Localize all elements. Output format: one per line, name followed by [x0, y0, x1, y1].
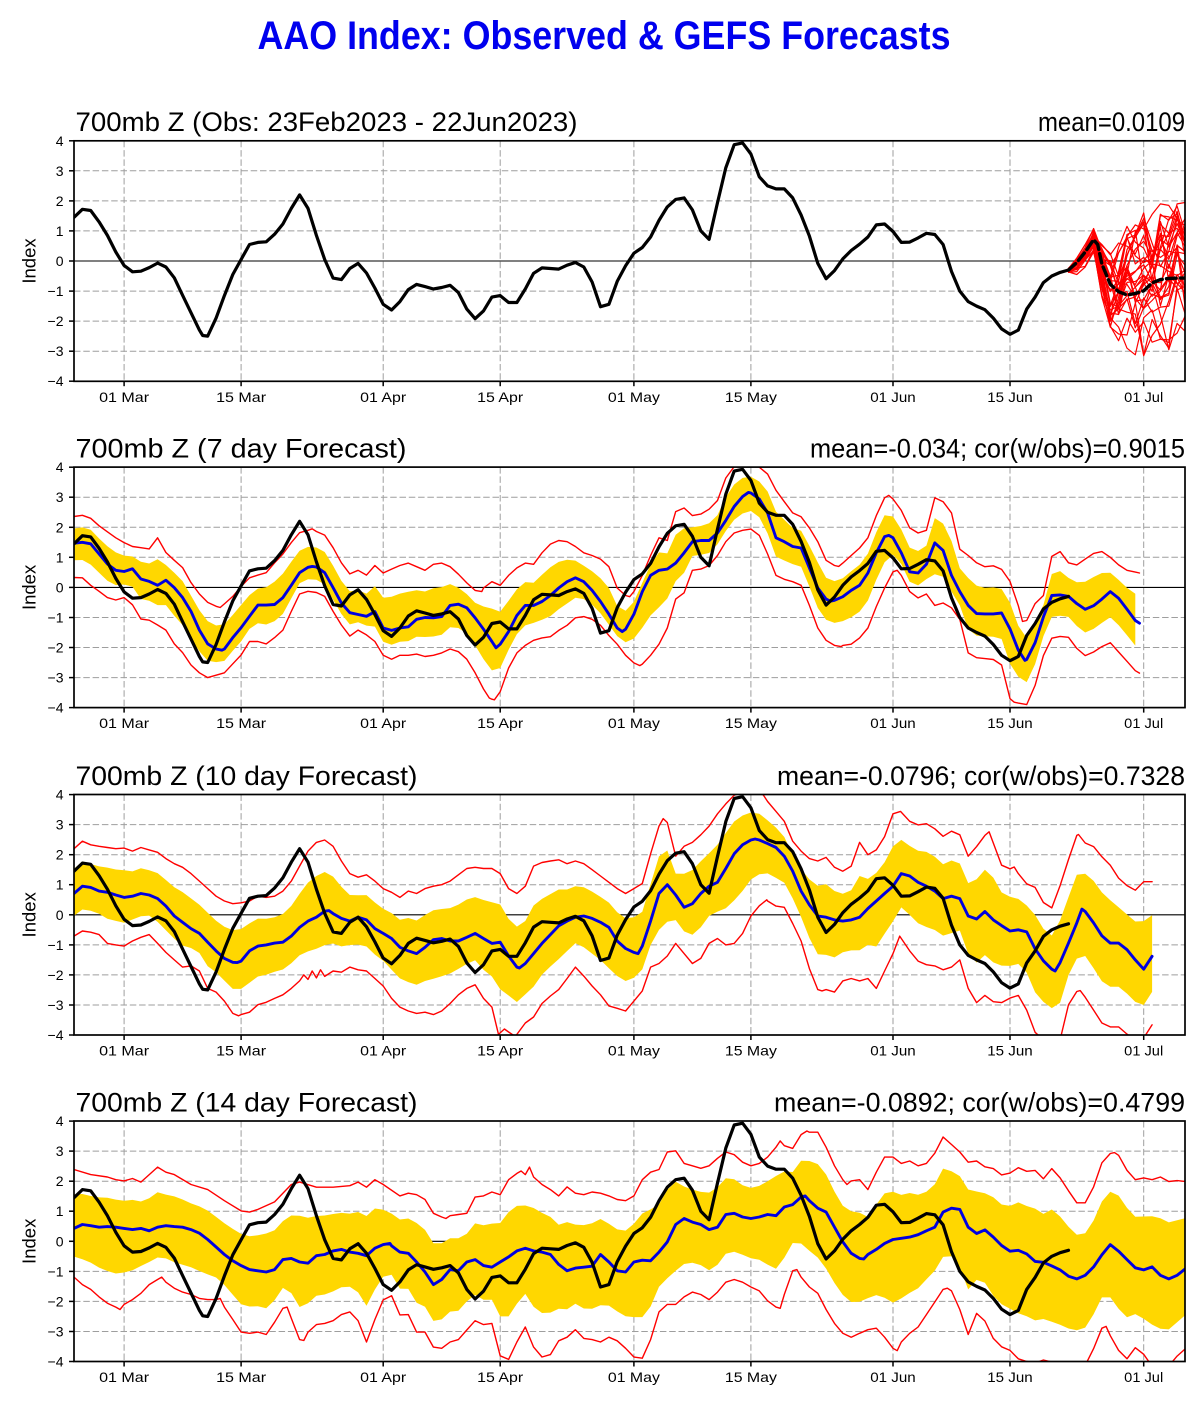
svg-text:4: 4: [56, 787, 64, 803]
svg-text:mean=0.0109: mean=0.0109: [1038, 107, 1185, 137]
svg-text:3: 3: [56, 489, 64, 505]
svg-text:2: 2: [56, 1173, 64, 1189]
svg-text:01 May: 01 May: [608, 1043, 660, 1059]
svg-text:−3: −3: [48, 343, 64, 359]
svg-text:3: 3: [56, 817, 64, 833]
svg-text:01 Jun: 01 Jun: [870, 715, 916, 731]
svg-text:01 Mar: 01 Mar: [99, 389, 149, 405]
svg-text:1: 1: [56, 1203, 64, 1219]
svg-text:−2: −2: [48, 640, 64, 656]
svg-text:−4: −4: [48, 700, 64, 716]
svg-text:01 Jun: 01 Jun: [870, 1043, 916, 1059]
svg-text:4: 4: [56, 1113, 64, 1129]
svg-text:01 Mar: 01 Mar: [99, 1369, 149, 1385]
svg-text:15 Jun: 15 Jun: [987, 1369, 1033, 1385]
svg-text:01 Apr: 01 Apr: [360, 389, 406, 405]
svg-text:3: 3: [56, 163, 64, 179]
svg-text:15 Apr: 15 Apr: [477, 1043, 523, 1059]
svg-text:15 Mar: 15 Mar: [216, 1369, 266, 1385]
svg-text:Index: Index: [19, 891, 40, 937]
svg-text:15 May: 15 May: [725, 715, 777, 731]
svg-text:15 Apr: 15 Apr: [477, 1369, 523, 1385]
svg-text:1: 1: [56, 549, 64, 565]
svg-text:01 Mar: 01 Mar: [99, 715, 149, 731]
svg-text:01 May: 01 May: [608, 715, 660, 731]
svg-text:−4: −4: [48, 1354, 64, 1370]
svg-text:01 Apr: 01 Apr: [360, 1043, 406, 1059]
svg-text:Index: Index: [19, 238, 40, 284]
svg-text:−2: −2: [48, 967, 64, 983]
svg-text:−2: −2: [48, 313, 64, 329]
svg-text:15 Apr: 15 Apr: [477, 389, 523, 405]
svg-text:01 Mar: 01 Mar: [99, 1043, 149, 1059]
svg-text:15 Apr: 15 Apr: [477, 715, 523, 731]
svg-text:01 Jul: 01 Jul: [1124, 389, 1163, 405]
svg-text:15 May: 15 May: [725, 1369, 777, 1385]
svg-text:15 Jun: 15 Jun: [987, 389, 1033, 405]
svg-text:−1: −1: [48, 937, 64, 953]
svg-text:01 Apr: 01 Apr: [360, 715, 406, 731]
svg-text:mean=-0.0892; cor(w/obs)=0.479: mean=-0.0892; cor(w/obs)=0.4799: [774, 1088, 1185, 1118]
svg-text:1: 1: [56, 223, 64, 239]
svg-text:−4: −4: [48, 1027, 64, 1043]
svg-text:0: 0: [56, 1233, 64, 1249]
svg-text:01 Jun: 01 Jun: [870, 1369, 916, 1385]
svg-text:0: 0: [56, 907, 64, 923]
svg-text:15 May: 15 May: [725, 389, 777, 405]
svg-text:Index: Index: [19, 564, 40, 610]
svg-text:01 Jul: 01 Jul: [1124, 1369, 1163, 1385]
svg-text:01 May: 01 May: [608, 389, 660, 405]
svg-text:01 Jul: 01 Jul: [1124, 1043, 1163, 1059]
svg-text:AAO Index: Observed & GEFS For: AAO Index: Observed & GEFS Forecasts: [258, 14, 951, 58]
svg-text:−1: −1: [48, 1263, 64, 1279]
svg-text:15 Jun: 15 Jun: [987, 1043, 1033, 1059]
svg-text:mean=-0.034; cor(w/obs)=0.9015: mean=-0.034; cor(w/obs)=0.9015: [810, 434, 1185, 464]
svg-text:−1: −1: [48, 610, 64, 626]
svg-text:15 Jun: 15 Jun: [987, 715, 1033, 731]
svg-text:4: 4: [56, 459, 64, 475]
svg-text:−4: −4: [48, 373, 64, 389]
svg-text:700mb Z (Obs: 23Feb2023 - 22Ju: 700mb Z (Obs: 23Feb2023 - 22Jun2023): [76, 107, 578, 137]
svg-text:2: 2: [56, 847, 64, 863]
svg-text:15 Mar: 15 Mar: [216, 389, 266, 405]
svg-text:01 Jun: 01 Jun: [870, 389, 916, 405]
svg-text:0: 0: [56, 253, 64, 269]
svg-text:700mb Z (7 day Forecast): 700mb Z (7 day Forecast): [76, 434, 407, 464]
svg-text:2: 2: [56, 193, 64, 209]
svg-text:15 Mar: 15 Mar: [216, 1043, 266, 1059]
svg-text:01 Jul: 01 Jul: [1124, 715, 1163, 731]
svg-text:700mb Z (10 day Forecast): 700mb Z (10 day Forecast): [76, 761, 418, 791]
svg-text:4: 4: [56, 133, 64, 149]
svg-text:mean=-0.0796; cor(w/obs)=0.732: mean=-0.0796; cor(w/obs)=0.7328: [777, 761, 1185, 791]
svg-text:−3: −3: [48, 997, 64, 1013]
svg-text:−3: −3: [48, 670, 64, 686]
svg-text:−3: −3: [48, 1324, 64, 1340]
svg-text:−2: −2: [48, 1293, 64, 1309]
svg-text:−1: −1: [48, 283, 64, 299]
svg-text:3: 3: [56, 1143, 64, 1159]
svg-text:01 Apr: 01 Apr: [360, 1369, 406, 1385]
svg-text:Index: Index: [19, 1218, 40, 1264]
svg-text:700mb Z (14 day Forecast): 700mb Z (14 day Forecast): [76, 1088, 418, 1118]
svg-text:15 Mar: 15 Mar: [216, 715, 266, 731]
svg-text:0: 0: [56, 579, 64, 595]
svg-text:15 May: 15 May: [725, 1043, 777, 1059]
svg-text:2: 2: [56, 519, 64, 535]
svg-text:01 May: 01 May: [608, 1369, 660, 1385]
svg-text:1: 1: [56, 877, 64, 893]
